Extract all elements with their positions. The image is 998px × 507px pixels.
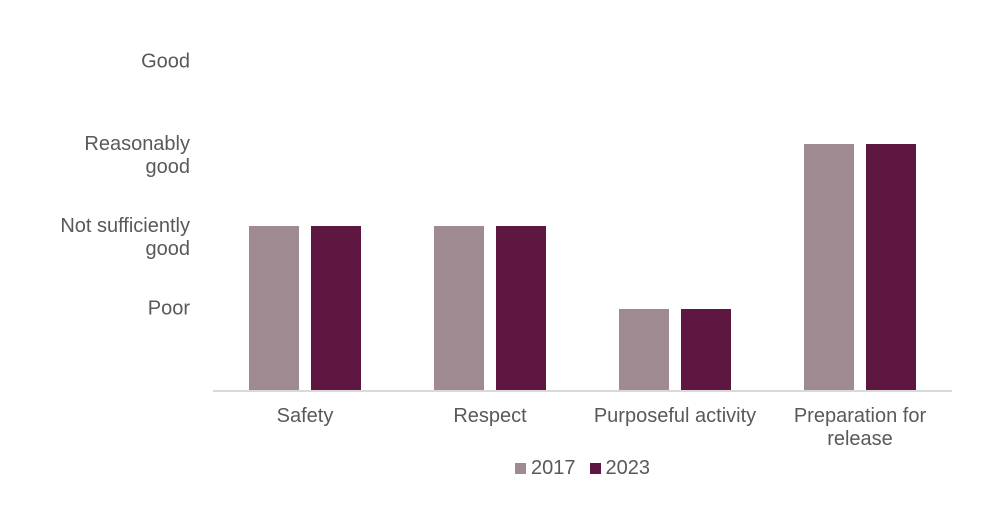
y-tick-label-not-sufficiently-good: Not sufficiently good bbox=[60, 215, 190, 261]
bar-2023-respect bbox=[496, 226, 546, 391]
bar-2023-safety bbox=[311, 226, 361, 391]
bar-2017-respect bbox=[434, 226, 484, 391]
bar-2017-preparation-for-release bbox=[804, 144, 854, 391]
legend-swatch-icon-2017 bbox=[515, 462, 526, 474]
bar-2017-purposeful-activity bbox=[619, 308, 669, 391]
y-tick-label-poor: Poor bbox=[147, 297, 190, 320]
x-category-label-safety: Safety bbox=[276, 405, 334, 427]
legend-item-2017: 2017 bbox=[515, 458, 576, 478]
y-tick-label-good: Good bbox=[141, 50, 190, 73]
x-category-label-preparation-for-release: Preparation for release bbox=[793, 405, 927, 450]
x-category-label-purposeful-activity: Purposeful activity bbox=[593, 405, 757, 427]
bar-2023-preparation-for-release bbox=[866, 144, 916, 391]
y-tick-label-reasonably-good: Reasonably good bbox=[84, 133, 190, 179]
x-axis-line bbox=[213, 390, 952, 392]
x-category-label-respect: Respect bbox=[453, 405, 527, 427]
legend-label-2023: 2023 bbox=[605, 457, 651, 479]
legend-item-2023: 2023 bbox=[589, 457, 651, 479]
legend: 2017 2023 bbox=[213, 458, 952, 478]
bar-2017-safety bbox=[249, 226, 299, 391]
bar-2023-purposeful-activity bbox=[681, 308, 731, 391]
legend-swatch-icon-2023 bbox=[589, 462, 601, 474]
legend-label-2017: 2017 bbox=[531, 457, 576, 479]
